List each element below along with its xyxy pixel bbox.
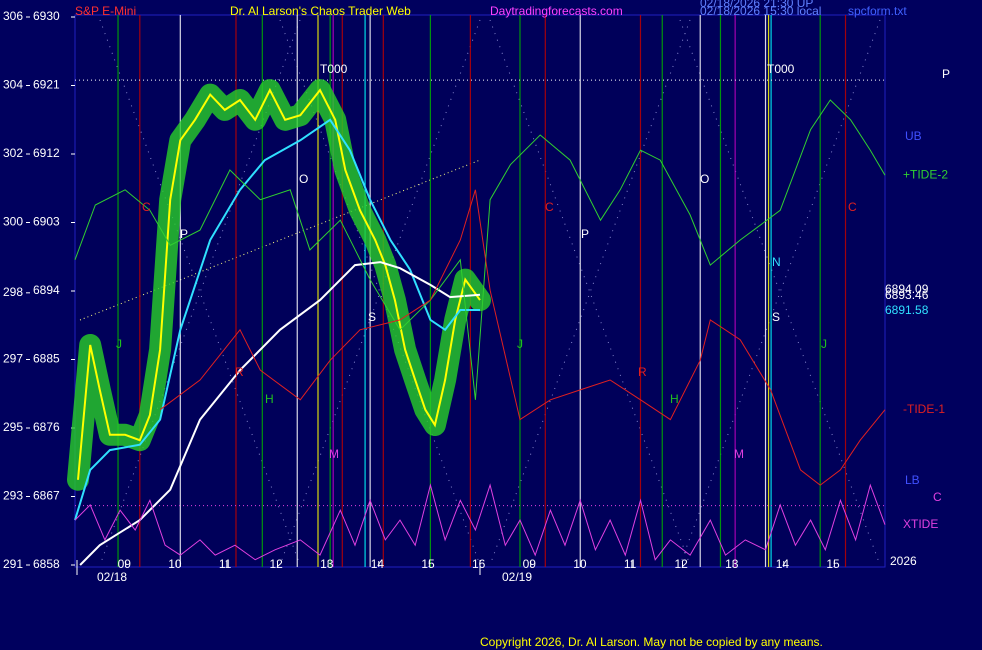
annotation: J bbox=[116, 337, 122, 351]
annotation: C bbox=[142, 200, 151, 214]
annotation: 02/19 bbox=[502, 570, 532, 584]
x-tick-label: 16 bbox=[472, 557, 486, 571]
legend-entry: +TIDE-2 bbox=[903, 167, 948, 181]
x-tick-label: 09 bbox=[118, 557, 132, 571]
x-tick-label: 12 bbox=[270, 557, 284, 571]
x-tick-label: 12 bbox=[675, 557, 689, 571]
annotation: 02/18/2026 15:30 local bbox=[700, 4, 821, 18]
y2-tick-label: 291 bbox=[3, 557, 23, 571]
annotation: C bbox=[545, 200, 554, 214]
x-tick-label: 10 bbox=[168, 557, 182, 571]
y2-tick-label: 302 bbox=[3, 146, 23, 160]
annotation: 6894.09 bbox=[885, 282, 929, 296]
y2-tick-label: 297 bbox=[3, 352, 23, 366]
guide bbox=[279, 19, 481, 566]
annotation: UB bbox=[905, 129, 922, 143]
annotation: Dr. Al Larson's Chaos Trader Web bbox=[230, 4, 411, 18]
series-line bbox=[79, 261, 481, 566]
annotation: Daytradingforecasts.com bbox=[490, 4, 623, 18]
annotation: N bbox=[772, 255, 781, 269]
annotation: 2026 bbox=[890, 554, 917, 568]
annotation: 6891.58 bbox=[885, 303, 929, 317]
y-tick-label: 6885 bbox=[33, 352, 60, 366]
series-line bbox=[77, 87, 481, 480]
annotation: M bbox=[329, 447, 339, 461]
annotation: T000 bbox=[767, 62, 795, 76]
y2-tick-label: 298 bbox=[3, 285, 23, 299]
x-tick-label: 14 bbox=[776, 557, 790, 571]
annotation: P bbox=[180, 227, 188, 241]
x-tick-label: 10 bbox=[573, 557, 587, 571]
annotation: H bbox=[670, 392, 679, 406]
y-tick-label: 6876 bbox=[33, 420, 60, 434]
annotation: O bbox=[700, 172, 709, 186]
x-tick-label: 13 bbox=[320, 557, 334, 571]
legend-entry: -TIDE-1 bbox=[903, 402, 945, 416]
annotation: R bbox=[235, 365, 244, 379]
y2-tick-label: 300 bbox=[3, 215, 23, 229]
series-line bbox=[74, 118, 480, 521]
series-line bbox=[74, 483, 886, 561]
y-tick-label: 6912 bbox=[33, 146, 60, 160]
y2-tick-label: 306 bbox=[3, 9, 23, 23]
annotation: 02/18 bbox=[97, 570, 127, 584]
x-tick-label: 13 bbox=[725, 557, 739, 571]
annotation: O bbox=[299, 172, 308, 186]
x-tick-label: 14 bbox=[371, 557, 385, 571]
annotation: H bbox=[265, 392, 274, 406]
x-tick-label: 09 bbox=[523, 557, 537, 571]
annotation: Copyright 2026, Dr. Al Larson. May not b… bbox=[480, 635, 823, 649]
y2-tick-label: 295 bbox=[3, 420, 23, 434]
annotation: T000 bbox=[320, 62, 348, 76]
annotation: S bbox=[772, 310, 780, 324]
guide bbox=[679, 19, 881, 566]
x-tick-label: 15 bbox=[826, 557, 840, 571]
series-line bbox=[74, 99, 886, 400]
diagonal-guides bbox=[99, 19, 881, 566]
x-tick-label: 11 bbox=[219, 557, 232, 571]
annotation: P bbox=[942, 67, 950, 81]
annotation: LB bbox=[905, 473, 920, 487]
x-tick-label: 15 bbox=[421, 557, 435, 571]
annotation: spcform.txt bbox=[848, 4, 907, 18]
y-tick-label: 6921 bbox=[33, 78, 60, 92]
y-tick-label: 6930 bbox=[33, 9, 60, 23]
annotation: R bbox=[638, 365, 647, 379]
legend-entry: XTIDE bbox=[903, 517, 938, 531]
y-tick-label: 6903 bbox=[33, 215, 60, 229]
guide bbox=[99, 19, 301, 566]
annotation: J bbox=[517, 337, 523, 351]
guide bbox=[99, 19, 301, 566]
annotation: C bbox=[848, 200, 857, 214]
annotation: J bbox=[821, 337, 827, 351]
annotation: C bbox=[933, 490, 942, 504]
guide bbox=[489, 19, 691, 566]
annotation: 02/18/2026 21:30 UP bbox=[700, 0, 813, 10]
annotation: 6893.46 bbox=[885, 288, 929, 302]
y2-tick-label: 304 bbox=[3, 78, 23, 92]
annotation: S bbox=[368, 310, 376, 324]
y-tick-label: 6867 bbox=[33, 489, 60, 503]
y2-tick-label: 293 bbox=[3, 489, 23, 503]
annotation: S&P E-Mini bbox=[75, 4, 136, 18]
annotation: P bbox=[581, 227, 589, 241]
guide bbox=[489, 19, 691, 566]
x-tick-label: 11 bbox=[624, 557, 637, 571]
guide bbox=[679, 19, 881, 566]
series-line bbox=[159, 189, 886, 486]
y-tick-label: 6894 bbox=[33, 283, 60, 297]
annotation: M bbox=[734, 447, 744, 461]
y-tick-label: 6858 bbox=[33, 557, 60, 571]
guide bbox=[279, 19, 481, 566]
